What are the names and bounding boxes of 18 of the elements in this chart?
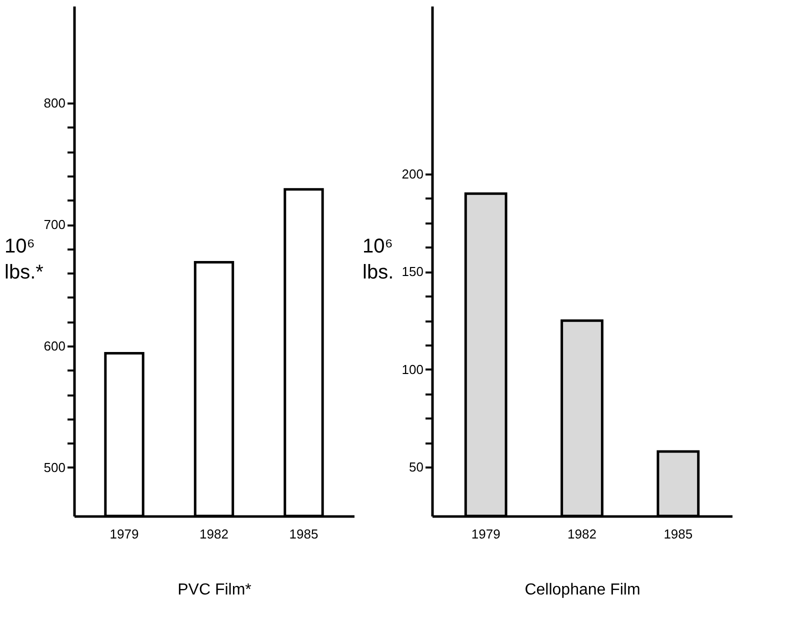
y-tick-label: 150 bbox=[402, 264, 424, 280]
x-axis-title: PVC Film* bbox=[178, 582, 252, 598]
y-tick-label: 500 bbox=[44, 460, 66, 475]
y-tick-label: 200 bbox=[402, 166, 424, 182]
y-axis-title: 10⁶ lbs.* bbox=[4, 236, 44, 284]
y-tick-label: 600 bbox=[44, 338, 66, 354]
y-tick-label: 50 bbox=[409, 460, 424, 475]
y-tick-label: 700 bbox=[44, 217, 66, 232]
x-tick-label: 1985 bbox=[289, 526, 318, 542]
x-tick-label: 1979 bbox=[471, 526, 500, 542]
y-axis-title: 10⁶ lbs. bbox=[362, 236, 394, 284]
x-axis-title: Cellophane Film bbox=[524, 582, 640, 598]
x-tick-label: 1982 bbox=[200, 526, 228, 542]
y-tick-label: 800 bbox=[44, 96, 66, 111]
x-tick-label: 1979 bbox=[110, 526, 139, 542]
x-tick-label: 1982 bbox=[568, 526, 596, 542]
y-tick-label: 100 bbox=[402, 362, 424, 377]
x-tick-label: 1985 bbox=[664, 526, 693, 542]
